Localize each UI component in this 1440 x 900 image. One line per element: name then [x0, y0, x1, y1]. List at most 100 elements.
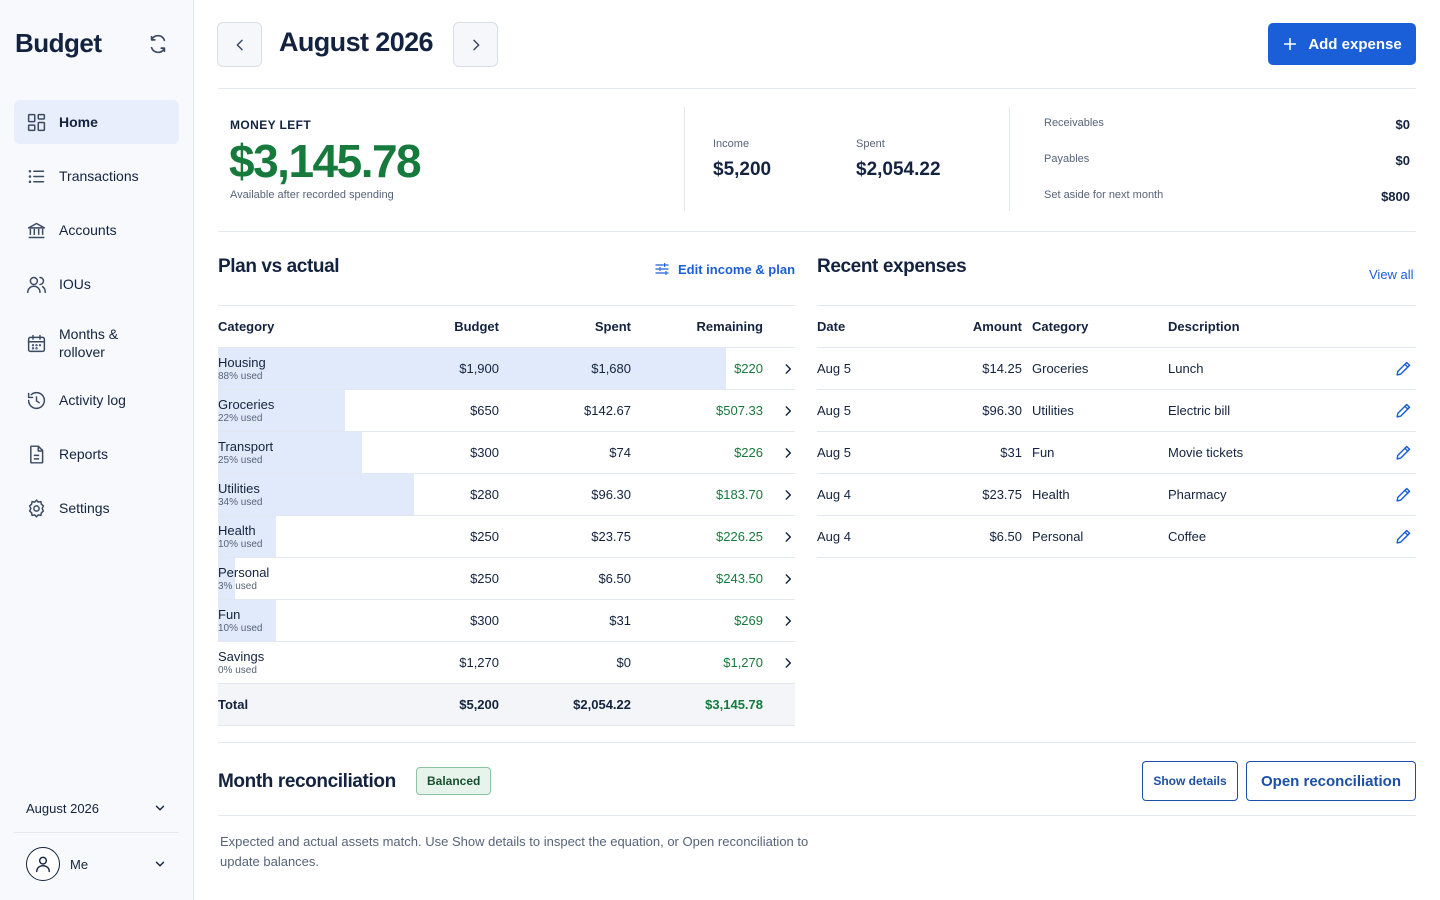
row-budget: $1,270	[459, 655, 499, 670]
pencil-icon[interactable]	[1368, 402, 1416, 419]
row-spent: $6.50	[598, 571, 631, 586]
show-details-button[interactable]: Show details	[1142, 761, 1238, 801]
pencil-icon[interactable]	[1368, 444, 1416, 461]
plus-icon	[1282, 36, 1298, 52]
plan-row[interactable]: Housing 88% used $1,900 $1,680 $220	[218, 348, 795, 390]
category-name: Savings	[218, 648, 265, 664]
col-category: Category	[1032, 319, 1089, 334]
category-name: Personal	[218, 564, 270, 580]
col-budget: Budget	[454, 319, 499, 334]
sidebar-item-label: Home	[59, 114, 98, 130]
row-spent: $0	[616, 655, 631, 670]
plan-row[interactable]: Utilities 34% used $280 $96.30 $183.70	[218, 474, 795, 516]
row-remaining: $1,270	[723, 655, 763, 670]
receivables-label: Receivables	[1044, 117, 1104, 129]
total-remaining: $3,145.78	[705, 697, 763, 712]
month-select[interactable]: August 2026	[14, 788, 179, 828]
edit-plan-link[interactable]: Edit income & plan	[654, 261, 795, 277]
row-category: Personal 3% used	[218, 565, 418, 593]
expense-date: Aug 5	[817, 361, 851, 376]
chevron-down-icon	[153, 857, 167, 871]
chevron-right-icon[interactable]	[763, 488, 795, 502]
col-date: Date	[817, 319, 846, 334]
next-month-button[interactable]	[453, 22, 498, 67]
chevron-right-icon[interactable]	[763, 446, 795, 460]
usage-bar	[218, 474, 415, 515]
row-category: Fun 10% used	[218, 607, 418, 635]
add-expense-button[interactable]: Add expense	[1268, 23, 1416, 65]
sidebar-item-label: Accounts	[59, 222, 117, 238]
money-left-label: MONEY LEFT	[230, 118, 312, 132]
sidebar-item-reports[interactable]: Reports	[14, 432, 179, 476]
category-name: Transport	[218, 438, 274, 454]
plan-row[interactable]: Groceries 22% used $650 $142.67 $507.33	[218, 390, 795, 432]
refresh-icon[interactable]	[147, 33, 171, 57]
row-remaining: $269	[734, 613, 763, 628]
chevron-right-icon[interactable]	[763, 404, 795, 418]
category-used: 88% used	[218, 370, 263, 382]
category-used: 25% used	[218, 454, 263, 466]
expense-category: Personal	[1032, 529, 1084, 544]
sidebar-item-ious[interactable]: IOUs	[14, 262, 179, 306]
dashboard-icon	[26, 112, 47, 133]
section-divider	[218, 742, 1416, 743]
sidebar-item-transactions[interactable]: Transactions	[14, 154, 179, 198]
row-spent: $1,680	[591, 361, 631, 376]
payables-value: $0	[1395, 153, 1410, 168]
plan-row[interactable]: Fun 10% used $300 $31 $269	[218, 600, 795, 642]
payables-label: Payables	[1044, 153, 1090, 165]
sidebar-item-label: Months & rollover	[59, 326, 119, 360]
expense-date: Aug 4	[817, 487, 851, 502]
user-menu[interactable]: Me	[14, 842, 179, 886]
category-name: Fun	[218, 606, 241, 622]
recent-title: Recent expenses	[817, 256, 967, 277]
chevron-right-icon[interactable]	[763, 614, 795, 628]
col-category: Category	[218, 319, 275, 334]
category-used: 10% used	[218, 622, 263, 634]
chevron-left-icon	[232, 37, 248, 53]
expense-category: Utilities	[1032, 403, 1074, 418]
chevron-right-icon[interactable]	[763, 572, 795, 586]
chevron-right-icon[interactable]	[763, 530, 795, 544]
prev-month-button[interactable]	[217, 22, 262, 67]
pencil-icon[interactable]	[1368, 360, 1416, 377]
expense-row: Aug 5 $31 Fun Movie tickets	[817, 432, 1416, 474]
plan-row[interactable]: Health 10% used $250 $23.75 $226.25	[218, 516, 795, 558]
pencil-icon[interactable]	[1368, 486, 1416, 503]
reconciliation-divider	[218, 815, 1416, 816]
chevron-right-icon[interactable]	[763, 362, 795, 376]
open-reconciliation-button[interactable]: Open reconciliation	[1246, 761, 1416, 801]
expense-description: Coffee	[1168, 529, 1207, 544]
row-budget: $280	[470, 487, 499, 502]
add-expense-label: Add expense	[1308, 35, 1402, 53]
sidebar-item-months[interactable]: Months & rollover	[14, 313, 179, 373]
plan-title: Plan vs actual	[218, 256, 340, 277]
row-remaining: $507.33	[716, 403, 763, 418]
row-spent: $142.67	[584, 403, 631, 418]
sidebar-item-home[interactable]: Home	[14, 100, 179, 144]
pencil-icon[interactable]	[1368, 528, 1416, 545]
sidebar-item-activity-log[interactable]: Activity log	[14, 378, 179, 422]
money-left-caption: Available after recorded spending	[230, 189, 394, 201]
spent-value: $2,054.22	[856, 159, 941, 180]
expense-row: Aug 4 $6.50 Personal Coffee	[817, 516, 1416, 558]
summary-bottom-divider	[218, 231, 1416, 232]
plan-row[interactable]: Transport 25% used $300 $74 $226	[218, 432, 795, 474]
total-budget: $5,200	[459, 697, 499, 712]
chevron-right-icon[interactable]	[763, 656, 795, 670]
view-all-link[interactable]: View all	[1369, 267, 1414, 282]
expense-amount: $31	[1000, 445, 1022, 460]
history-icon	[26, 390, 47, 411]
sidebar-item-settings[interactable]: Settings	[14, 486, 179, 530]
plan-table-header: Category Budget Spent Remaining	[218, 306, 795, 348]
sidebar: Budget Home Transactions Accounts IOUs M…	[0, 0, 194, 900]
expense-row: Aug 4 $23.75 Health Pharmacy	[817, 474, 1416, 516]
row-spent: $96.30	[591, 487, 631, 502]
row-spent: $31	[609, 613, 631, 628]
plan-row[interactable]: Savings 0% used $1,270 $0 $1,270	[218, 642, 795, 684]
row-category: Health 10% used	[218, 523, 418, 551]
plan-row[interactable]: Personal 3% used $250 $6.50 $243.50	[218, 558, 795, 600]
app-brand: Budget	[15, 28, 102, 58]
sidebar-item-accounts[interactable]: Accounts	[14, 208, 179, 252]
chevron-down-icon	[153, 801, 167, 815]
